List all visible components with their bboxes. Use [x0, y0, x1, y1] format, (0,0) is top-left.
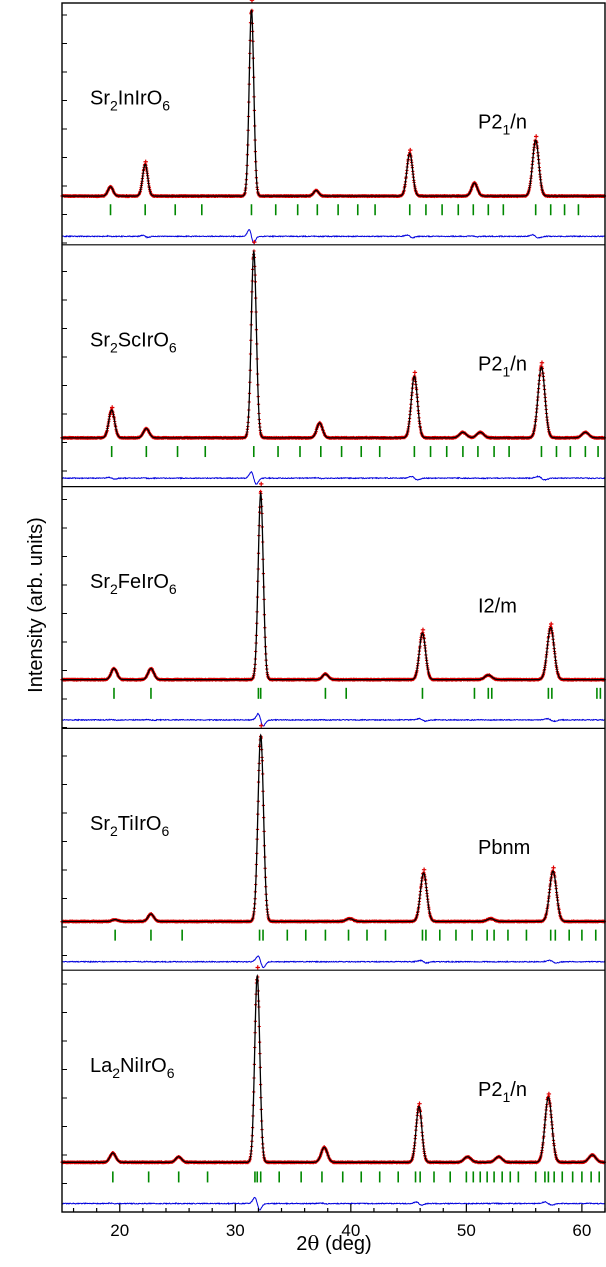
observed-peak-marker — [549, 621, 554, 627]
observed-peak-marker — [420, 627, 426, 633]
compound-part: TiIrO — [118, 813, 162, 835]
compound-part: 6 — [162, 98, 170, 114]
x-tick-label: 20 — [110, 1221, 129, 1240]
space_group-part: I2/m — [478, 595, 517, 617]
space_group-part: P2 — [478, 112, 502, 134]
observed-peak-marker — [551, 865, 556, 870]
compound-part: 2 — [110, 339, 118, 355]
compound-part: 2 — [110, 581, 118, 597]
compound-part: InIrO — [118, 88, 162, 110]
compound: Sr2InIrO6 — [90, 88, 170, 114]
x-tick-label: 30 — [226, 1221, 245, 1240]
stacked-panels: Sr2InIrO6P21/nSr2ScIrO6P21/nSr2FeIrO6I2/… — [60, 0, 606, 1211]
difference-curve — [61, 955, 606, 969]
compound-part: Sr — [90, 813, 110, 835]
difference-curve — [61, 471, 606, 485]
observed-peak-marker — [252, 239, 257, 245]
compound-part: NiIrO — [120, 1055, 167, 1077]
x-axis-label-theta: θ — [307, 1231, 319, 1255]
space_group: P21/n — [478, 354, 527, 380]
observed-peak-marker — [249, 0, 255, 3]
observed-peak-marker — [417, 1101, 422, 1106]
space_group-part: P2 — [478, 354, 502, 376]
x-tick-label: 40 — [341, 1221, 360, 1240]
compound-part: ScIrO — [118, 329, 169, 351]
space_group-part: 1 — [502, 1089, 510, 1105]
panel-5: La2NiIrO6 P21/n — [60, 965, 606, 1211]
space_group-part: 1 — [502, 122, 510, 138]
calculated-profile — [62, 491, 605, 681]
panel-1: Sr2InIrO6 P21/n — [60, 0, 606, 245]
compound-part: 2 — [110, 98, 118, 114]
space_group-part: /n — [510, 112, 527, 134]
space_group-part: /n — [510, 354, 527, 376]
compound-part: 6 — [167, 1065, 175, 1081]
compound-part: Sr — [90, 329, 110, 351]
calculated-profile — [62, 249, 605, 439]
observed-peak-marker — [412, 370, 418, 375]
observed-peak-marker — [255, 965, 260, 970]
compound-part: 2 — [112, 1065, 120, 1081]
difference-curve — [61, 1196, 606, 1211]
compound: Sr2TiIrO6 — [90, 813, 170, 839]
panel-2: Sr2ScIrO6 P21/n — [60, 239, 606, 485]
frame-border — [61, 2, 606, 1213]
x-axis-label-suffix: (deg) — [319, 1233, 371, 1255]
y-axis-label: Intensity (arb. units) — [25, 517, 47, 693]
compound-part: Sr — [90, 571, 110, 593]
x-axis: 20 30 40 50 60 — [72, 1204, 606, 1240]
observed-peak-marker — [259, 481, 264, 487]
observed-peak-marker — [109, 405, 115, 410]
x-axis-label-prefix: 2 — [296, 1233, 307, 1255]
observed-peak-marker — [533, 134, 539, 139]
compound: Sr2FeIrO6 — [90, 571, 177, 597]
x-axis-label: 2θ (deg) — [296, 1231, 371, 1255]
space_group: Pbnm — [478, 837, 530, 859]
calculated-profile — [62, 9, 605, 197]
plot-frame — [61, 2, 606, 1213]
observed-peak-marker — [408, 147, 413, 153]
space_group: P21/n — [478, 112, 527, 138]
compound-part: Sr — [90, 88, 110, 110]
compound-part: 2 — [110, 823, 118, 839]
compound-part: 6 — [169, 581, 177, 597]
space_group-part: Pbnm — [478, 837, 530, 859]
calculated-profile — [62, 733, 605, 923]
compound-part: FeIrO — [118, 571, 169, 593]
observed-peak-marker — [546, 1091, 552, 1097]
space_group: P21/n — [478, 1079, 527, 1105]
space_group-part: P2 — [478, 1079, 502, 1101]
observed-peak-marker — [421, 867, 427, 872]
difference-curve — [61, 712, 606, 727]
x-tick-label: 50 — [457, 1221, 476, 1240]
panel-4: Sr2TiIrO6 Pbnm — [60, 723, 606, 969]
compound: Sr2ScIrO6 — [90, 329, 177, 355]
space_group-part: 1 — [502, 364, 510, 380]
observed-peak-marker — [259, 723, 264, 728]
compound-part: La — [90, 1055, 113, 1077]
compound-part: 6 — [162, 823, 170, 839]
calculated-profile — [62, 973, 606, 1163]
space_group: I2/m — [478, 595, 517, 617]
compound: La2NiIrO6 — [90, 1055, 175, 1081]
panel-3: Sr2FeIrO6 I2/m — [60, 481, 606, 727]
observed-peak-marker — [539, 360, 545, 365]
space_group-part: /n — [510, 1079, 527, 1101]
x-tick-label: 60 — [572, 1221, 591, 1240]
difference-curve — [61, 229, 606, 245]
compound-part: 6 — [169, 339, 177, 355]
observed-peak-marker — [143, 159, 148, 164]
